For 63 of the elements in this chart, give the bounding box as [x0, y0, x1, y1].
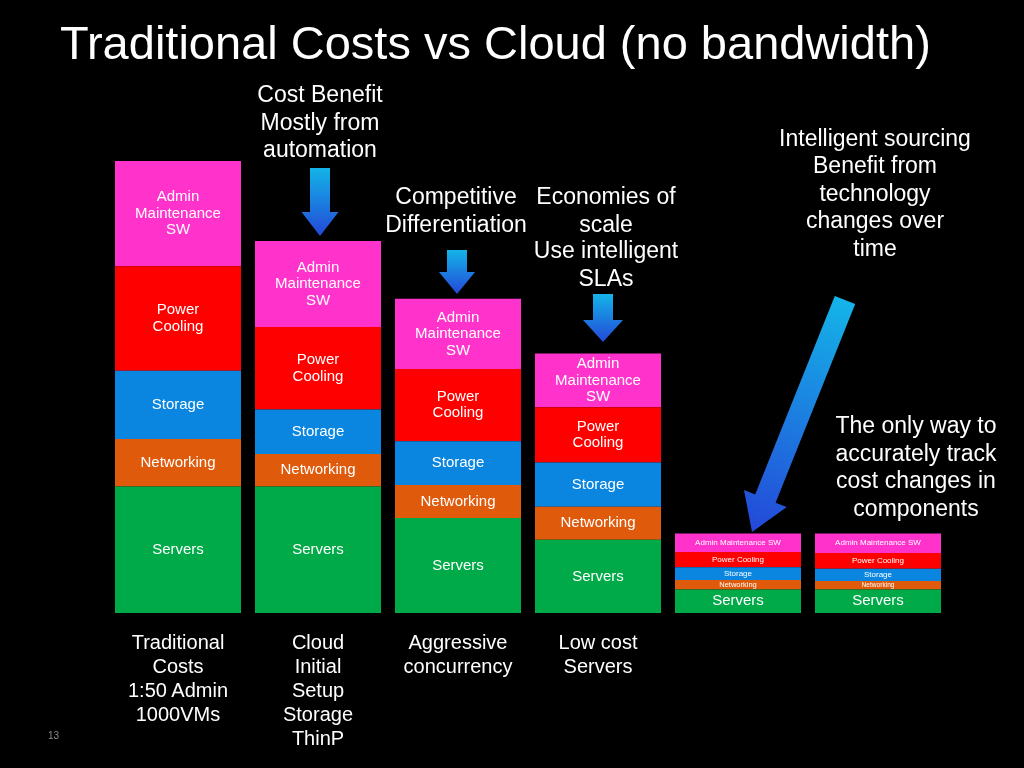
- text: Servers: [432, 555, 484, 573]
- chart-title: Traditional Costs vs Cloud (no bandwidth): [60, 16, 931, 71]
- bar: [255, 326, 381, 410]
- bar: [675, 589, 801, 613]
- text: Servers: [292, 539, 344, 557]
- text: Power Cooling: [292, 350, 344, 384]
- bar: [115, 486, 241, 613]
- text: Storage: [571, 474, 625, 492]
- bar: [395, 518, 521, 613]
- x-tick-label: Low cost Servers: [558, 630, 638, 677]
- text: 13: [48, 730, 60, 742]
- bar: [115, 161, 241, 267]
- series-label: Servers: [712, 591, 764, 609]
- text: Networking: [560, 513, 636, 531]
- bar: [815, 568, 941, 581]
- annotation: Use intelligent SLAs: [532, 237, 680, 293]
- x-tick-label: Cloud Initial Setup Storage ThinP: [282, 630, 354, 749]
- text: Power Cooling: [572, 416, 624, 451]
- text: Networking: [420, 491, 496, 509]
- text: Storage: [291, 421, 345, 439]
- text: Servers: [852, 591, 904, 609]
- text: Admin Maintenance SW: [415, 307, 501, 358]
- annotation: Economies of scale: [535, 183, 677, 239]
- text: Power Cooling: [851, 556, 905, 565]
- bar: [395, 441, 521, 486]
- bar: [815, 552, 941, 569]
- bar: [815, 533, 941, 553]
- annotation: Benefit from technology changes over time: [804, 152, 946, 263]
- bar: [535, 407, 661, 463]
- annotation: The only way to accurately track cost changes in components: [834, 412, 998, 523]
- text: Storage: [151, 394, 205, 412]
- series-label: Admin Maintenance SW: [555, 354, 641, 405]
- text: Intelligent sourcing: [778, 125, 972, 153]
- x-tick-label: Traditional Costs 1:50 Admin 1000VMs: [127, 630, 229, 725]
- bar: [395, 368, 521, 442]
- text: Power Cooling: [152, 300, 204, 334]
- text: Servers: [572, 566, 624, 584]
- text: Storage: [431, 453, 485, 471]
- text: Storage: [723, 568, 753, 578]
- bar: [535, 462, 661, 507]
- text: Networking: [280, 460, 356, 478]
- x-tick-label: Aggressive concurrency: [403, 630, 513, 677]
- text: Admin Maintenance SW: [695, 537, 781, 547]
- bar: [115, 370, 241, 439]
- annotation: Competitive Differentiation: [384, 183, 528, 239]
- bar: [255, 486, 381, 613]
- bar: [255, 241, 381, 327]
- text: Admin Maintenance SW: [835, 538, 921, 548]
- bar: [675, 567, 801, 580]
- text: Networking: [140, 452, 216, 470]
- bar: [535, 539, 661, 613]
- bar: [115, 438, 241, 487]
- text: Servers: [152, 539, 204, 557]
- annotation: Cost Benefit Mostly from automation: [256, 81, 384, 164]
- series-label: Power Cooling: [711, 554, 765, 564]
- bar: [255, 409, 381, 454]
- bar: [815, 589, 941, 613]
- text: Admin Maintenance SW: [275, 257, 361, 308]
- text: Power Cooling: [432, 386, 484, 421]
- text: Admin Maintenance SW: [135, 187, 221, 238]
- series-label: Storage: [863, 570, 893, 580]
- bar: [395, 298, 521, 369]
- bar: [115, 266, 241, 371]
